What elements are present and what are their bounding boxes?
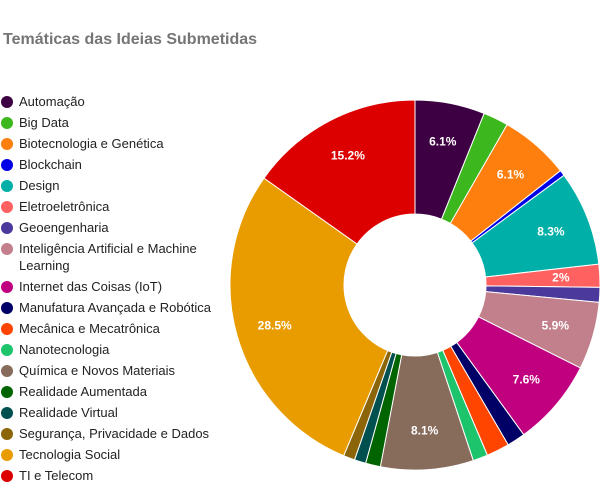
legend-item[interactable]: Design [0,177,215,194]
legend-label: Tecnologia Social [19,447,121,462]
slice-label: 2% [552,271,570,285]
legend-swatch [1,449,13,461]
legend-label: Eletroeletrônica [19,199,110,214]
legend-label: Inteligência Artificial e Machine Learni… [19,241,197,273]
legend-swatch [1,96,13,108]
legend-item[interactable]: Biotecnologia e Genética [0,135,215,152]
legend-item[interactable]: Realidade Aumentada [0,383,215,400]
legend-label: Automação [19,94,85,109]
legend-swatch [1,138,13,150]
legend-label: Blockchain [19,157,82,172]
slice-label: 6.1% [497,168,525,182]
legend-label: TI e Telecom [19,468,94,483]
legend-label: Geoengenharia [19,220,109,235]
legend-swatch [1,470,13,482]
slice-label: 7.6% [513,372,541,386]
slice-label: 8.1% [411,424,439,438]
legend-item[interactable]: Mecânica e Mecatrônica [0,320,215,337]
legend-label: Química e Novos Materiais [19,363,176,378]
legend-swatch [1,159,13,171]
slice-label: 15.2% [331,148,365,162]
legend-label: Design [19,178,60,193]
legend-item[interactable]: Geoengenharia [0,219,215,236]
slice[interactable] [229,177,389,457]
legend-label: Manufatura Avançada e Robótica [19,300,212,315]
slice-label: 28.5% [258,318,292,332]
chart-title: Temáticas das Ideias Submetidas [3,31,258,48]
slice-label: 6.1% [429,135,457,149]
legend-label: Realidade Aumentada [19,384,147,399]
legend-swatch [1,323,13,335]
legend-item[interactable]: Segurança, Privacidade e Dados [0,425,215,442]
legend-label: Biotecnologia e Genética [19,136,164,151]
legend-item[interactable]: Big Data [0,114,215,131]
legend-swatch [1,243,13,255]
legend-swatch [1,201,13,213]
legend-item[interactable]: Realidade Virtual [0,404,215,421]
legend-swatch [1,365,13,377]
legend-label: Internet das Coisas (IoT) [19,279,163,294]
legend-item[interactable]: Inteligência Artificial e Machine Learni… [0,240,215,274]
legend-item[interactable]: Tecnologia Social [0,446,215,463]
legend-swatch [1,117,13,129]
legend-swatch [1,344,13,356]
legend-item[interactable]: TI e Telecom [0,467,215,484]
legend-item[interactable]: Nanotecnologia [0,341,215,358]
legend-swatch [1,180,13,192]
slice[interactable] [263,99,416,245]
legend-item[interactable]: Eletroeletrônica [0,198,215,215]
slice-label: 8.3% [537,225,565,239]
legend-item[interactable]: Química e Novos Materiais [0,362,215,379]
legend-item[interactable]: Internet das Coisas (IoT) [0,278,215,295]
legend-label: Big Data [19,115,69,130]
legend-swatch [1,386,13,398]
legend-item[interactable]: Automação [0,93,215,110]
legend-label: Mecânica e Mecatrônica [19,321,160,336]
legend-swatch [1,302,13,314]
legend-label: Realidade Virtual [19,405,118,420]
legend-label: Segurança, Privacidade e Dados [19,426,210,441]
legend-swatch [1,222,13,234]
legend: Automação Big Data Biotecnologia e Genétic… [0,93,215,488]
legend-item[interactable]: Blockchain [0,156,215,173]
legend-swatch [1,407,13,419]
legend-item[interactable]: Manufatura Avançada e Robótica [0,299,215,316]
legend-label: Nanotecnologia [19,342,110,357]
legend-swatch [1,428,13,440]
slice-label: 5.9% [542,318,570,332]
legend-swatch [1,281,13,293]
